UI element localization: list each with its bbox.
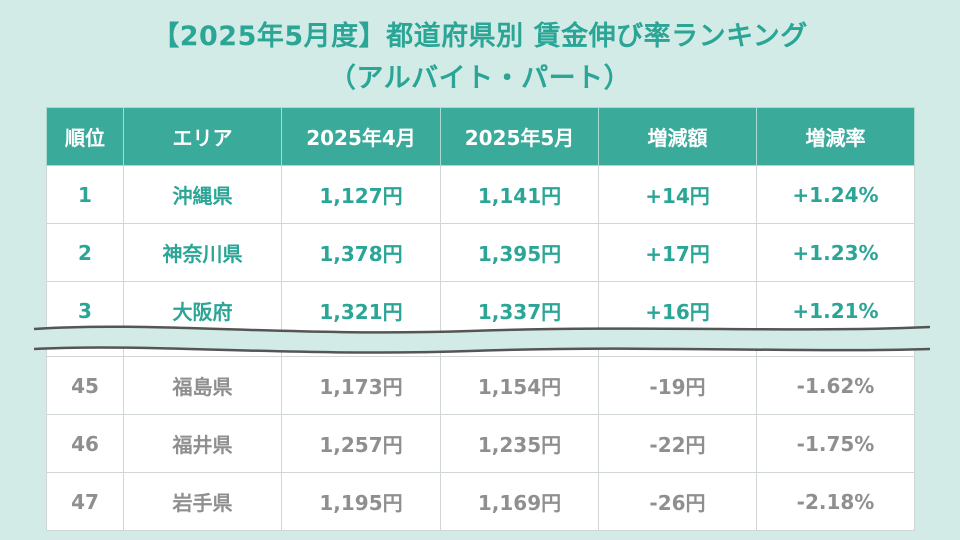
cell-diff: -22円 — [598, 414, 757, 473]
cell-rate: +1.23% — [756, 223, 915, 282]
cell-area: 福井県 — [123, 414, 282, 473]
table-gap-row — [46, 339, 915, 357]
cell-area: 神奈川県 — [123, 223, 282, 282]
header-rate: 増減率 — [756, 107, 915, 166]
cell-diff: +17円 — [598, 223, 757, 282]
cell-april: 1,321円 — [281, 281, 441, 340]
cell-april: 1,127円 — [281, 165, 441, 224]
cell-diff: +14円 — [598, 165, 757, 224]
cell-april: 1,257円 — [281, 414, 441, 473]
header-rank: 順位 — [46, 107, 124, 166]
cell-area: 福島県 — [123, 356, 282, 415]
table-row: 47 岩手県 1,195円 1,169円 -26円 -2.18% — [46, 472, 915, 531]
cell-rank: 46 — [46, 414, 124, 473]
cell-diff: +16円 — [598, 281, 757, 340]
cell-may: 1,337円 — [440, 281, 599, 340]
cell-rank: 2 — [46, 223, 124, 282]
cell-may: 1,235円 — [440, 414, 599, 473]
header-april: 2025年4月 — [281, 107, 441, 166]
header-may: 2025年5月 — [440, 107, 599, 166]
cell-rate: -1.62% — [756, 356, 915, 415]
table-row: 1 沖縄県 1,127円 1,141円 +14円 +1.24% — [46, 165, 915, 224]
header-diff: 増減額 — [598, 107, 757, 166]
cell-area: 沖縄県 — [123, 165, 282, 224]
table-row: 2 神奈川県 1,378円 1,395円 +17円 +1.23% — [46, 223, 915, 282]
cell-rate: -1.75% — [756, 414, 915, 473]
header-area: エリア — [123, 107, 282, 166]
cell-rate: +1.21% — [756, 281, 915, 340]
cell-rank: 1 — [46, 165, 124, 224]
chart-title: 【2025年5月度】都道府県別 賃金伸び率ランキング — [152, 21, 808, 52]
cell-rate: -2.18% — [756, 472, 915, 531]
cell-rank: 45 — [46, 356, 124, 415]
cell-rank: 3 — [46, 281, 124, 340]
cell-may: 1,154円 — [440, 356, 599, 415]
table-row: 46 福井県 1,257円 1,235円 -22円 -1.75% — [46, 414, 915, 473]
cell-may: 1,169円 — [440, 472, 599, 531]
header-row: 順位 エリア 2025年4月 2025年5月 増減額 増減率 — [46, 107, 915, 166]
ranking-table: 順位 エリア 2025年4月 2025年5月 増減額 増減率 1 沖縄県 1,1… — [46, 107, 915, 531]
cell-diff: -26円 — [598, 472, 757, 531]
cell-april: 1,173円 — [281, 356, 441, 415]
cell-area: 岩手県 — [123, 472, 282, 531]
cell-april: 1,195円 — [281, 472, 441, 531]
cell-may: 1,141円 — [440, 165, 599, 224]
cell-area: 大阪府 — [123, 281, 282, 340]
table-row: 45 福島県 1,173円 1,154円 -19円 -1.62% — [46, 356, 915, 415]
cell-rank: 47 — [46, 472, 124, 531]
cell-may: 1,395円 — [440, 223, 599, 282]
cell-diff: -19円 — [598, 356, 757, 415]
cell-april: 1,378円 — [281, 223, 441, 282]
chart-subtitle: （アルバイト・パート） — [328, 63, 632, 94]
cell-rate: +1.24% — [756, 165, 915, 224]
table-row: 3 大阪府 1,321円 1,337円 +16円 +1.21% — [46, 281, 915, 340]
